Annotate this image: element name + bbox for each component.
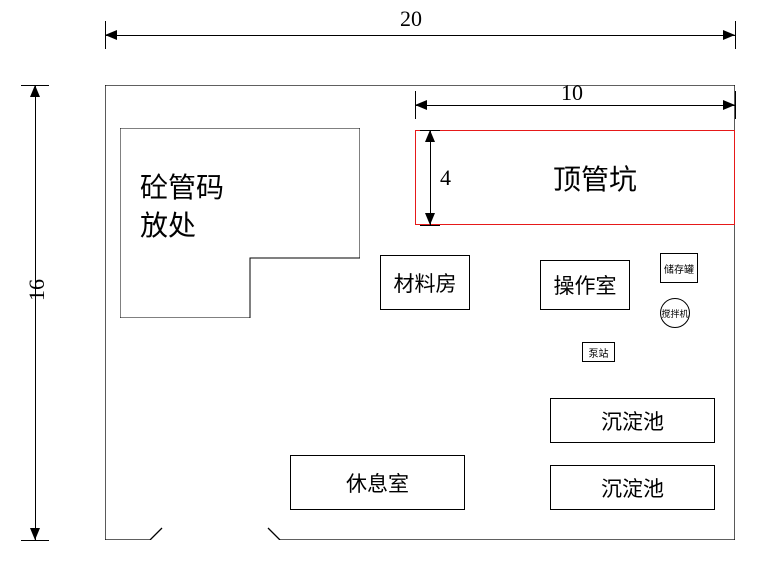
pump-station-label: 泵站 [589, 345, 609, 360]
sediment-pool-2-label: 沉淀池 [601, 473, 664, 503]
storage-tank: 储存罐 [660, 253, 698, 283]
pipe-jacking-pit-label: 顶管坑 [553, 158, 637, 198]
sediment-pool-1: 沉淀池 [550, 398, 715, 443]
pump-station: 泵站 [582, 342, 615, 362]
mixer: 搅拌机 [660, 298, 690, 328]
concrete-pipe-stack-label: 砼管码 放处 [140, 170, 224, 246]
dim-left: 16 [24, 279, 50, 301]
dim-vert-4: 4 [440, 165, 451, 191]
sediment-pool-1-label: 沉淀池 [601, 406, 664, 436]
dim-top: 20 [400, 6, 422, 32]
sediment-pool-2: 沉淀池 [550, 465, 715, 510]
control-room-label: 操作室 [554, 270, 617, 300]
rest-room: 休息室 [290, 455, 465, 510]
mixer-label: 搅拌机 [661, 307, 688, 320]
rest-room-label: 休息室 [346, 468, 409, 498]
pipe-jacking-pit: 顶管坑 [415, 130, 735, 225]
control-room: 操作室 [540, 260, 630, 310]
floorplan-canvas: 201610砼管码 放处顶管坑材料房操作室储存罐泵站沉淀池沉淀池休息室4搅拌机 [0, 0, 760, 570]
material-room: 材料房 [380, 255, 470, 310]
storage-tank-label: 储存罐 [664, 261, 694, 276]
material-room-label: 材料房 [394, 268, 457, 298]
